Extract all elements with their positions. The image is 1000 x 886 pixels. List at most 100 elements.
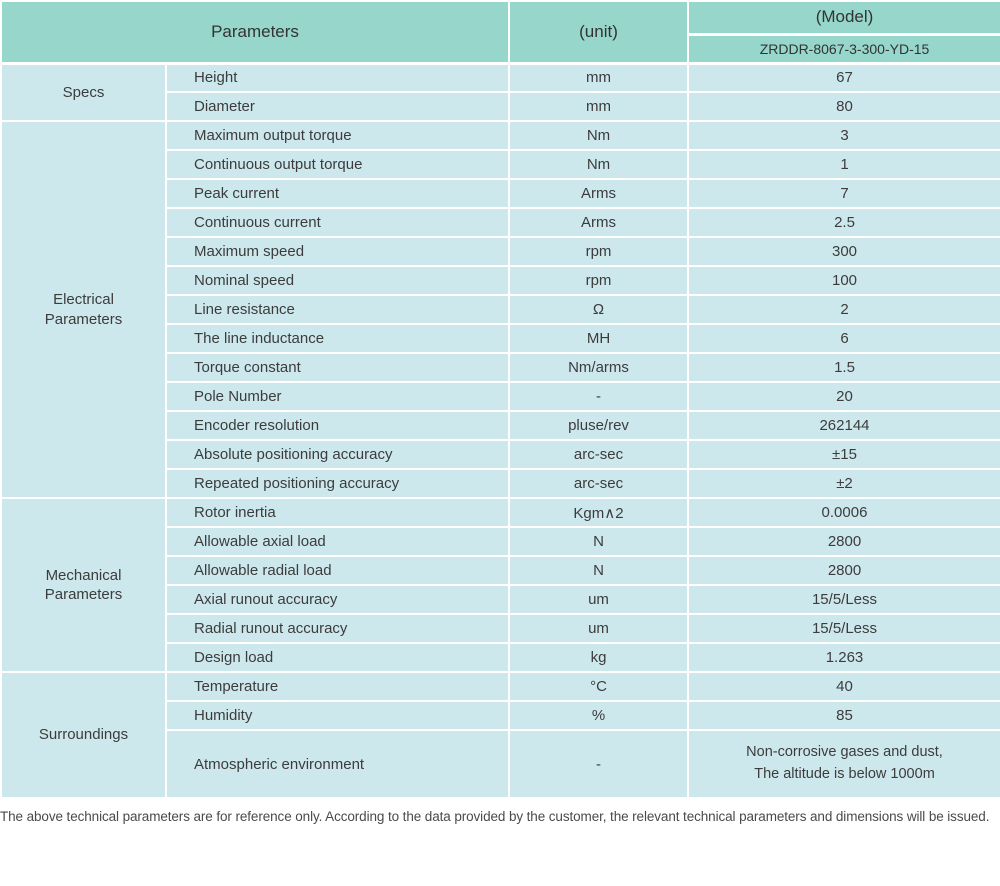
unit-cell: arc-sec bbox=[508, 439, 689, 470]
value-cell: 2800 bbox=[687, 526, 1000, 557]
value-cell: 6 bbox=[687, 323, 1000, 354]
table-row: Humidity% 85 bbox=[1, 700, 1000, 731]
unit-cell: kg bbox=[508, 642, 689, 673]
unit-cell: pluse/rev bbox=[508, 410, 689, 441]
param-cell: Humidity bbox=[165, 700, 510, 731]
table-row: Absolute positioning accuracy arc-sec ±15 bbox=[1, 439, 1000, 470]
table-row: Specs Height mm 67 bbox=[0, 62, 1000, 122]
param-cell: The line inductance bbox=[165, 323, 510, 354]
unit-cell: N bbox=[508, 526, 689, 557]
group-cell-electrical: Electrical Parameters bbox=[0, 120, 167, 499]
value-cell: ±15 bbox=[687, 439, 1000, 470]
unit-cell: mm bbox=[508, 91, 689, 122]
unit-cell: Nm/arms bbox=[508, 352, 689, 383]
unit-cell: °C bbox=[508, 671, 689, 702]
param-cell: Design load bbox=[165, 642, 510, 673]
param-cell: Maximum speed bbox=[165, 236, 510, 267]
param-cell: Radial runout accuracy bbox=[165, 613, 510, 644]
param-cell: Continuous current bbox=[165, 207, 510, 238]
table-row: Continuous output torque Nm 1 bbox=[1, 149, 1000, 180]
param-cell: Rotor inertia bbox=[165, 497, 510, 528]
unit-cell: Ω bbox=[508, 294, 689, 325]
table-row: Repeated positioning accuracy arc-sec ±2 bbox=[1, 468, 1000, 499]
param-cell: Repeated positioning accuracy bbox=[165, 468, 510, 499]
param-cell: Encoder resolution bbox=[165, 410, 510, 441]
table-row: Allowable axial load N 2800 bbox=[1, 526, 1000, 557]
table-row: Axial runout accuracy um 15/5/Less bbox=[1, 584, 1000, 615]
table-row: Radial runout accuracy um 15/5/Less bbox=[1, 613, 1000, 644]
value-cell: 100 bbox=[687, 265, 1000, 296]
parameters-column-header: Parameters bbox=[0, 0, 510, 65]
value-cell: 7 bbox=[687, 178, 1000, 209]
group-cell-mechanical: Mechanical Parameters bbox=[0, 497, 167, 673]
param-cell: Temperature bbox=[165, 671, 510, 702]
table-row: Atmospheric environment - Non-corrosive ga… bbox=[1, 729, 1000, 799]
unit-cell: rpm bbox=[508, 265, 689, 296]
header-row: ZRDDR-8067-3-300-YD-15 bbox=[1, 33, 1000, 65]
param-cell: Nominal speed bbox=[165, 265, 510, 296]
unit-column-header: (unit) bbox=[508, 0, 689, 65]
param-cell: Absolute positioning accuracy bbox=[165, 439, 510, 470]
param-cell: Atmospheric environment bbox=[165, 729, 510, 799]
table-header: Parameters (unit) (Model) ZRDDR-8067-3-3… bbox=[0, 0, 1000, 65]
param-cell: Axial runout accuracy bbox=[165, 584, 510, 615]
table-row: Torque constant Nm/arms 1.5 bbox=[1, 352, 1000, 383]
value-cell: 2.5 bbox=[687, 207, 1000, 238]
value-cell: 15/5/Less bbox=[687, 613, 1000, 644]
value-cell: 67 bbox=[687, 62, 1000, 93]
table-row: Line resistance Ω 2 bbox=[1, 294, 1000, 325]
value-cell: 85 bbox=[687, 700, 1000, 731]
unit-cell: rpm bbox=[508, 236, 689, 267]
value-cell: 15/5/Less bbox=[687, 584, 1000, 615]
table-row: Continuous current Arms 2.5 bbox=[1, 207, 1000, 238]
unit-cell: mm bbox=[508, 62, 689, 93]
table-row: The line inductance MH 6 bbox=[1, 323, 1000, 354]
unit-cell: % bbox=[508, 700, 689, 731]
unit-cell: um bbox=[508, 584, 689, 615]
table-row: Pole Number -20 bbox=[1, 381, 1000, 412]
table-row: Electrical Parameters Maximum output torq… bbox=[0, 120, 1000, 499]
param-cell: Continuous output torque bbox=[165, 149, 510, 180]
value-cell: 300 bbox=[687, 236, 1000, 267]
unit-cell: Arms bbox=[508, 207, 689, 238]
table-row: Peak current Arms 7 bbox=[1, 178, 1000, 209]
value-cell: 262144 bbox=[687, 410, 1000, 441]
value-cell: Non-corrosive gases and dust, The altitu… bbox=[687, 729, 1000, 799]
value-cell: 80 bbox=[687, 91, 1000, 122]
unit-cell: Nm bbox=[508, 149, 689, 180]
unit-cell: Kgm∧2 bbox=[508, 497, 689, 528]
table-row: Design load kg 1.263 bbox=[1, 642, 1000, 673]
unit-cell: arc-sec bbox=[508, 468, 689, 499]
group-cell-surroundings: Surroundings bbox=[0, 671, 167, 799]
model-column-header: (Model) bbox=[687, 0, 1000, 36]
group-cell-specs: Specs bbox=[0, 62, 167, 122]
value-cell: 1.5 bbox=[687, 352, 1000, 383]
unit-cell: MH bbox=[508, 323, 689, 354]
unit-cell: um bbox=[508, 613, 689, 644]
table-row: Maximum speed rpm 300 bbox=[1, 236, 1000, 267]
header-row: Parameters (unit) (Model) bbox=[0, 0, 1000, 65]
unit-cell: N bbox=[508, 555, 689, 586]
param-cell: Allowable axial load bbox=[165, 526, 510, 557]
param-cell: Maximum output torque bbox=[165, 120, 510, 151]
table-body: Specs Height mm 67 Diameter mm 80 Electrical Pa… bbox=[0, 62, 1000, 799]
value-cell: 2 bbox=[687, 294, 1000, 325]
value-cell: 1 bbox=[687, 149, 1000, 180]
value-cell: 3 bbox=[687, 120, 1000, 151]
table-row: Mechanical Parameters Rotor inertia Kgm∧2 0… bbox=[0, 497, 1000, 673]
table-row: Encoder resolution pluse/rev 262144 bbox=[1, 410, 1000, 441]
table-row: Allowable radial load N 2800 bbox=[1, 555, 1000, 586]
table-row: Nominal speed rpm 100 bbox=[1, 265, 1000, 296]
parameters-table: Parameters (unit) (Model) ZRDDR-8067-3-3… bbox=[0, 0, 1000, 799]
table-row: Surroundings Temperature °C 40 bbox=[0, 671, 1000, 799]
value-cell: 20 bbox=[687, 381, 1000, 412]
value-cell: 1.263 bbox=[687, 642, 1000, 673]
table-row: Diameter mm 80 bbox=[1, 91, 1000, 122]
unit-cell: - bbox=[508, 381, 689, 412]
value-cell: 40 bbox=[687, 671, 1000, 702]
model-number: ZRDDR-8067-3-300-YD-15 bbox=[687, 33, 1000, 65]
param-cell: Diameter bbox=[165, 91, 510, 122]
value-cell: 2800 bbox=[687, 555, 1000, 586]
unit-cell: - bbox=[508, 729, 689, 799]
param-cell: Allowable radial load bbox=[165, 555, 510, 586]
